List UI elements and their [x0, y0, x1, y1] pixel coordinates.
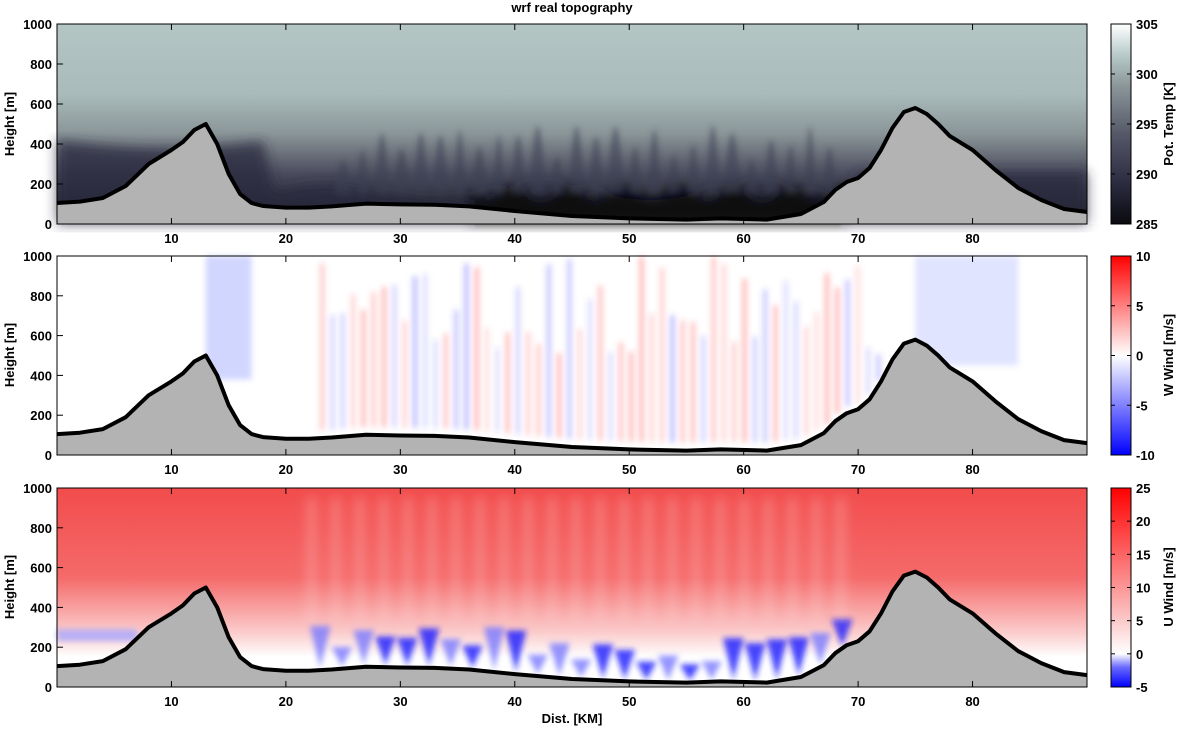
colorbar-ticks: -10 -5 0 5 10	[1111, 249, 1155, 463]
y-ticks: 0 200 400 600 800 1000	[23, 481, 63, 695]
y-tick-label: 400	[30, 368, 52, 383]
x-tick-label: 50	[622, 231, 636, 246]
colorbar-tick-label: 305	[1136, 17, 1158, 32]
y-axis-label: Height [m]	[2, 92, 17, 156]
figure-title: wrf real topography	[510, 0, 633, 15]
colorbar-tick-label: 10	[1136, 581, 1150, 596]
field-shading	[205, 256, 1019, 443]
x-tick-label: 60	[736, 694, 750, 709]
x-axis-label: Dist. [KM]	[542, 711, 603, 726]
colorbar-tick-label: 15	[1136, 547, 1150, 562]
y-tick-label: 200	[30, 177, 52, 192]
plot-frame	[56, 487, 1088, 688]
y-tick-label: 1000	[23, 17, 52, 32]
colorbar-tick-label: 290	[1136, 167, 1158, 182]
plot-frame	[56, 255, 1088, 456]
y-tick-label: 600	[30, 561, 52, 576]
colorbar-label: Pot. Temp [K]	[1161, 82, 1176, 166]
terrain-outline	[56, 337, 1088, 453]
x-tick-label: 20	[279, 462, 293, 477]
colorbar-label: W Wind [m/s]	[1161, 314, 1176, 396]
x-ticks: 10 20 30 40 50 60 70 80	[164, 488, 980, 709]
y-tick-label: 1000	[23, 481, 52, 496]
x-tick-label: 70	[851, 231, 865, 246]
y-ticks: 0 200 400 600 800 1000	[23, 17, 63, 232]
x-tick-label: 80	[965, 462, 979, 477]
y-tick-label: 800	[30, 57, 52, 72]
colorbar-tick-label: 0	[1136, 647, 1143, 662]
y-axis-label: Height [m]	[2, 555, 17, 619]
colorbar-tick-label: 25	[1136, 481, 1150, 496]
colorbar-tick-label: 5	[1136, 614, 1143, 629]
terrain-outline	[56, 569, 1088, 685]
x-tick-label: 50	[622, 694, 636, 709]
y-tick-label: 1000	[23, 249, 52, 264]
colorbar-tick-label: 300	[1136, 67, 1158, 82]
x-tick-label: 80	[965, 231, 979, 246]
y-tick-label: 400	[30, 137, 52, 152]
colorbar-label: U Wind [m/s]	[1161, 547, 1176, 626]
x-ticks: 10 20 30 40 50 60 70 80	[164, 24, 980, 246]
colorbar-tick-label: 5	[1136, 299, 1143, 314]
x-tick-label: 30	[393, 462, 407, 477]
terrain	[57, 571, 1087, 687]
panel-potential-temperature: 10 20 30 40 50 60 70 80 0 200 400 600 800 1000 Heigh…	[2, 17, 1176, 246]
y-tick-label: 0	[45, 680, 52, 695]
x-tick-label: 20	[279, 231, 293, 246]
x-tick-label: 50	[622, 462, 636, 477]
x-ticks: 10 20 30 40 50 60 70 80	[164, 256, 980, 477]
y-tick-label: 800	[30, 521, 52, 536]
weak-flow-streaks	[308, 497, 844, 624]
x-tick-label: 40	[508, 694, 522, 709]
updraft-downdraft-bands	[205, 256, 1019, 443]
x-tick-label: 20	[279, 694, 293, 709]
x-tick-label: 30	[393, 231, 407, 246]
x-tick-label: 60	[736, 231, 750, 246]
reversed-flow-patches	[57, 619, 853, 681]
colorbar-tick-label: 10	[1136, 249, 1150, 264]
terrain	[57, 108, 1087, 224]
colorbar-tick-label: 295	[1136, 117, 1158, 132]
x-tick-label: 60	[736, 462, 750, 477]
colorbar-tick-label: 285	[1136, 217, 1158, 232]
y-tick-label: 200	[30, 408, 52, 423]
y-ticks: 0 200 400 600 800 1000	[23, 249, 63, 463]
y-tick-label: 0	[45, 448, 52, 463]
y-tick-label: 400	[30, 600, 52, 615]
colorbar-tick-label: -10	[1136, 448, 1155, 463]
y-tick-label: 600	[30, 329, 52, 344]
x-tick-label: 80	[965, 694, 979, 709]
x-tick-label: 10	[164, 462, 178, 477]
colorbar-tick-label: -5	[1136, 398, 1148, 413]
terrain-outline	[56, 106, 1088, 222]
x-tick-label: 70	[851, 694, 865, 709]
x-tick-label: 70	[851, 462, 865, 477]
plumes	[334, 125, 837, 194]
colorbar-tick-label: 0	[1136, 349, 1143, 364]
plot-frame	[56, 23, 1088, 225]
colorbar-ticks: 285 290 295 300 305	[1111, 17, 1158, 232]
colorbar-tick-label: -5	[1136, 680, 1148, 695]
x-tick-label: 40	[508, 231, 522, 246]
colorbar-tick-label: 20	[1136, 514, 1150, 529]
y-tick-label: 800	[30, 289, 52, 304]
terrain	[57, 339, 1087, 455]
x-tick-label: 10	[164, 231, 178, 246]
x-tick-label: 10	[164, 694, 178, 709]
field-shading	[57, 497, 853, 681]
y-axis-label: Height [m]	[2, 323, 17, 387]
y-tick-label: 0	[45, 217, 52, 232]
x-tick-label: 40	[508, 462, 522, 477]
colorbar-ticks: -5 0 5 10 15 20 25	[1111, 481, 1150, 695]
y-tick-label: 200	[30, 640, 52, 655]
x-tick-label: 30	[393, 694, 407, 709]
y-tick-label: 600	[30, 97, 52, 112]
